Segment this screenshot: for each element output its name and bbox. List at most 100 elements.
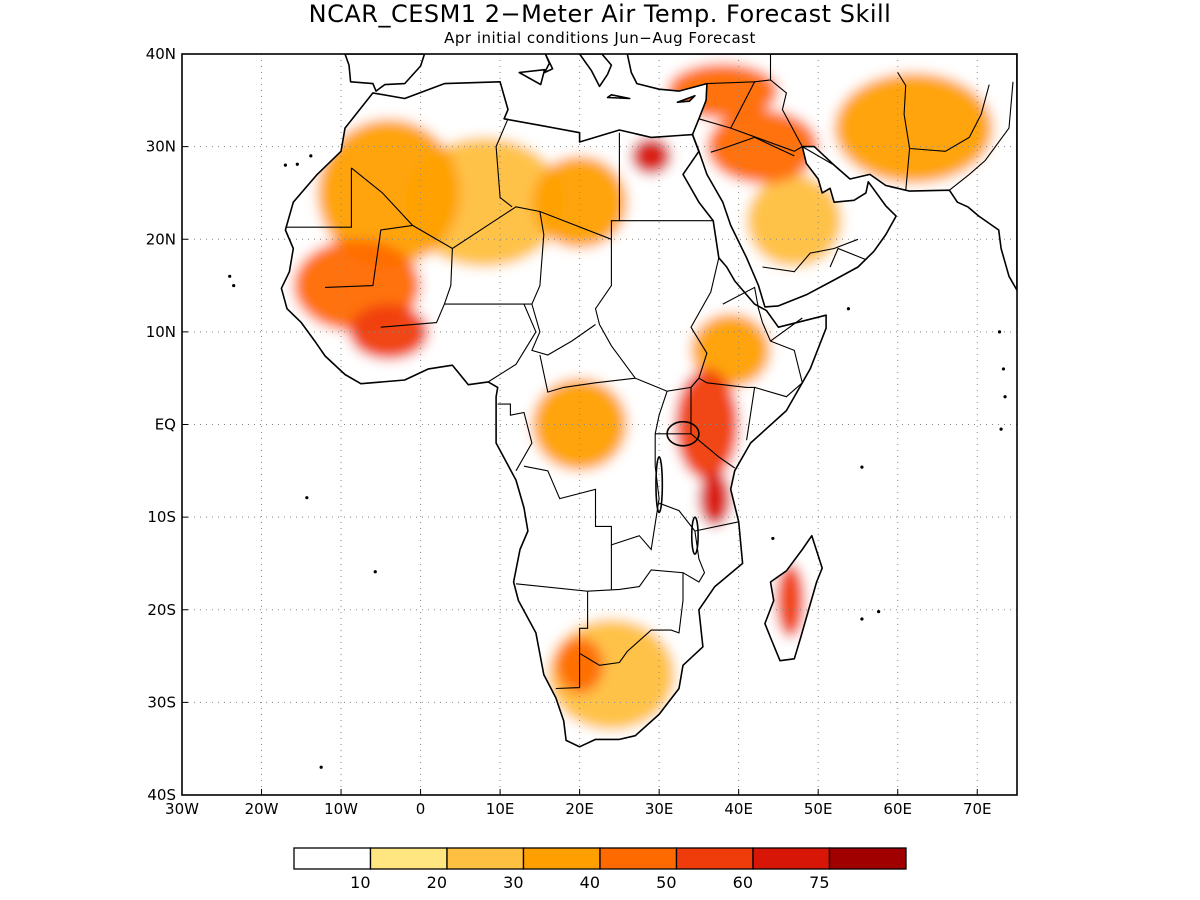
sicily-coastline bbox=[518, 68, 546, 86]
lat-tick-label: 20S bbox=[147, 601, 176, 619]
country-border bbox=[710, 136, 795, 157]
country-border bbox=[325, 224, 413, 288]
island-marker bbox=[283, 163, 287, 167]
longitude-ticks: 30W 20W 10W 0 10E 20E 30E 40E 50E 60E 70E bbox=[165, 789, 992, 818]
lake-outline bbox=[666, 420, 700, 447]
country-border bbox=[285, 167, 352, 228]
island-marker bbox=[771, 536, 775, 541]
colorbar-swatch bbox=[446, 847, 525, 870]
country-border bbox=[909, 84, 990, 152]
latitude-ticks: 40N 30N 20N 10N EQ 10S 20S 30S 40S bbox=[146, 45, 188, 804]
island-marker bbox=[295, 162, 299, 166]
colorbar-swatch bbox=[675, 847, 754, 870]
island-marker bbox=[860, 465, 864, 469]
lat-tick-label: 40S bbox=[147, 786, 176, 804]
skill-region-arabia-south bbox=[746, 174, 843, 268]
lon-tick-label: 30W bbox=[165, 800, 199, 818]
lat-tick-label: EQ bbox=[155, 416, 176, 434]
colorbar-level-label: 20 bbox=[427, 873, 447, 892]
country-border bbox=[579, 569, 684, 666]
country-border bbox=[487, 303, 537, 383]
island-marker bbox=[319, 765, 323, 769]
country-border bbox=[754, 79, 803, 147]
island-marker bbox=[373, 570, 377, 574]
colorbar-level-label: 40 bbox=[580, 873, 600, 892]
colorbar-level-label: 75 bbox=[809, 873, 829, 892]
africa-coastline bbox=[280, 81, 827, 748]
lake-outline bbox=[655, 456, 664, 514]
map-plot-area bbox=[182, 54, 1017, 795]
lon-tick-label: 40E bbox=[724, 800, 753, 818]
colorbar-swatch bbox=[293, 847, 372, 870]
lat-tick-label: 30N bbox=[146, 138, 176, 156]
colorbar-swatch bbox=[828, 847, 907, 870]
colorbar-level-label: 10 bbox=[350, 873, 370, 892]
country-border bbox=[497, 403, 533, 472]
colorbar-legend: 10 20 30 40 50 60 75 bbox=[293, 847, 907, 892]
lon-tick-label: 60E bbox=[883, 800, 912, 818]
lon-tick-label: 10W bbox=[324, 800, 358, 818]
island-marker bbox=[232, 283, 236, 288]
cyprus-coastline bbox=[676, 94, 696, 103]
arabia-asia-coastline bbox=[626, 54, 1017, 308]
lon-tick-label: 20W bbox=[245, 800, 279, 818]
colorbar-swatch bbox=[599, 847, 678, 870]
island-marker bbox=[860, 617, 864, 621]
island-marker bbox=[997, 330, 1002, 334]
skill-region-congo bbox=[531, 378, 628, 471]
country-border bbox=[897, 72, 911, 192]
figure-title: NCAR_CESM1 2−Meter Air Temp. Forecast Sk… bbox=[309, 0, 892, 28]
country-border bbox=[730, 127, 803, 152]
colorbar-level-label: 50 bbox=[656, 873, 676, 892]
island-marker bbox=[309, 154, 313, 158]
island-marker bbox=[877, 610, 881, 614]
country-border bbox=[829, 247, 867, 268]
country-border bbox=[531, 303, 596, 356]
skill-region-libya-egypt bbox=[531, 155, 628, 249]
skill-region-madagascar bbox=[776, 563, 805, 638]
coastlines bbox=[228, 54, 1017, 769]
country-border bbox=[523, 391, 668, 551]
iberia-coastline bbox=[344, 54, 426, 92]
colorbar-level-label: 30 bbox=[503, 873, 523, 892]
lon-tick-label: 50E bbox=[804, 800, 833, 818]
figure-subtitle: Apr initial conditions Jun−Aug Forecast bbox=[444, 29, 756, 47]
lon-tick-label: 30E bbox=[645, 800, 674, 818]
skill-region-tanzania bbox=[698, 470, 731, 527]
colorbar-swatch bbox=[522, 847, 601, 870]
colorbar-level-label: 60 bbox=[733, 873, 753, 892]
country-border bbox=[495, 118, 513, 208]
skill-region-egypt-north bbox=[631, 137, 672, 175]
country-borders bbox=[285, 54, 1014, 690]
lat-tick-label: 30S bbox=[147, 693, 176, 711]
country-border bbox=[802, 146, 835, 166]
country-border bbox=[658, 502, 706, 583]
lat-tick-label: 40N bbox=[146, 45, 176, 63]
lat-tick-label: 10N bbox=[146, 323, 176, 341]
skill-region-arabia-north bbox=[706, 109, 819, 184]
colorbar-swatch bbox=[369, 847, 448, 870]
island-marker bbox=[1001, 367, 1006, 371]
country-border bbox=[539, 354, 636, 393]
crete-coastline bbox=[606, 94, 631, 100]
lake-outline bbox=[690, 516, 699, 555]
skill-region-guinea-coast bbox=[349, 304, 429, 360]
lon-tick-label: 10E bbox=[486, 800, 515, 818]
skill-region-sahara-west bbox=[317, 118, 461, 268]
lat-tick-label: 20N bbox=[146, 230, 176, 248]
island-marker bbox=[846, 307, 851, 311]
country-border bbox=[949, 81, 1014, 191]
greece-coastline bbox=[578, 54, 613, 88]
country-border bbox=[694, 521, 739, 532]
country-border bbox=[618, 132, 714, 222]
skill-region-iran bbox=[834, 72, 994, 184]
country-border bbox=[762, 238, 859, 273]
lon-tick-label: 20E bbox=[565, 800, 594, 818]
lon-tick-label: 0 bbox=[416, 800, 426, 818]
lat-tick-label: 10S bbox=[147, 508, 176, 526]
island-marker bbox=[305, 496, 309, 500]
country-border bbox=[690, 377, 756, 441]
colorbar-swatch bbox=[752, 847, 831, 870]
country-border bbox=[351, 167, 620, 250]
